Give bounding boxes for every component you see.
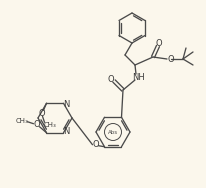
Text: O: O [33, 120, 40, 129]
Text: CH₃: CH₃ [16, 118, 29, 124]
Text: Abs: Abs [108, 130, 118, 134]
Text: O: O [92, 140, 99, 149]
Text: N: N [63, 127, 70, 136]
Text: O: O [168, 55, 175, 64]
Text: O: O [38, 109, 45, 118]
Text: N: N [63, 100, 70, 109]
Text: O: O [108, 74, 114, 83]
Text: CH₃: CH₃ [44, 122, 57, 128]
Text: NH: NH [133, 73, 145, 82]
Text: O: O [156, 39, 162, 48]
